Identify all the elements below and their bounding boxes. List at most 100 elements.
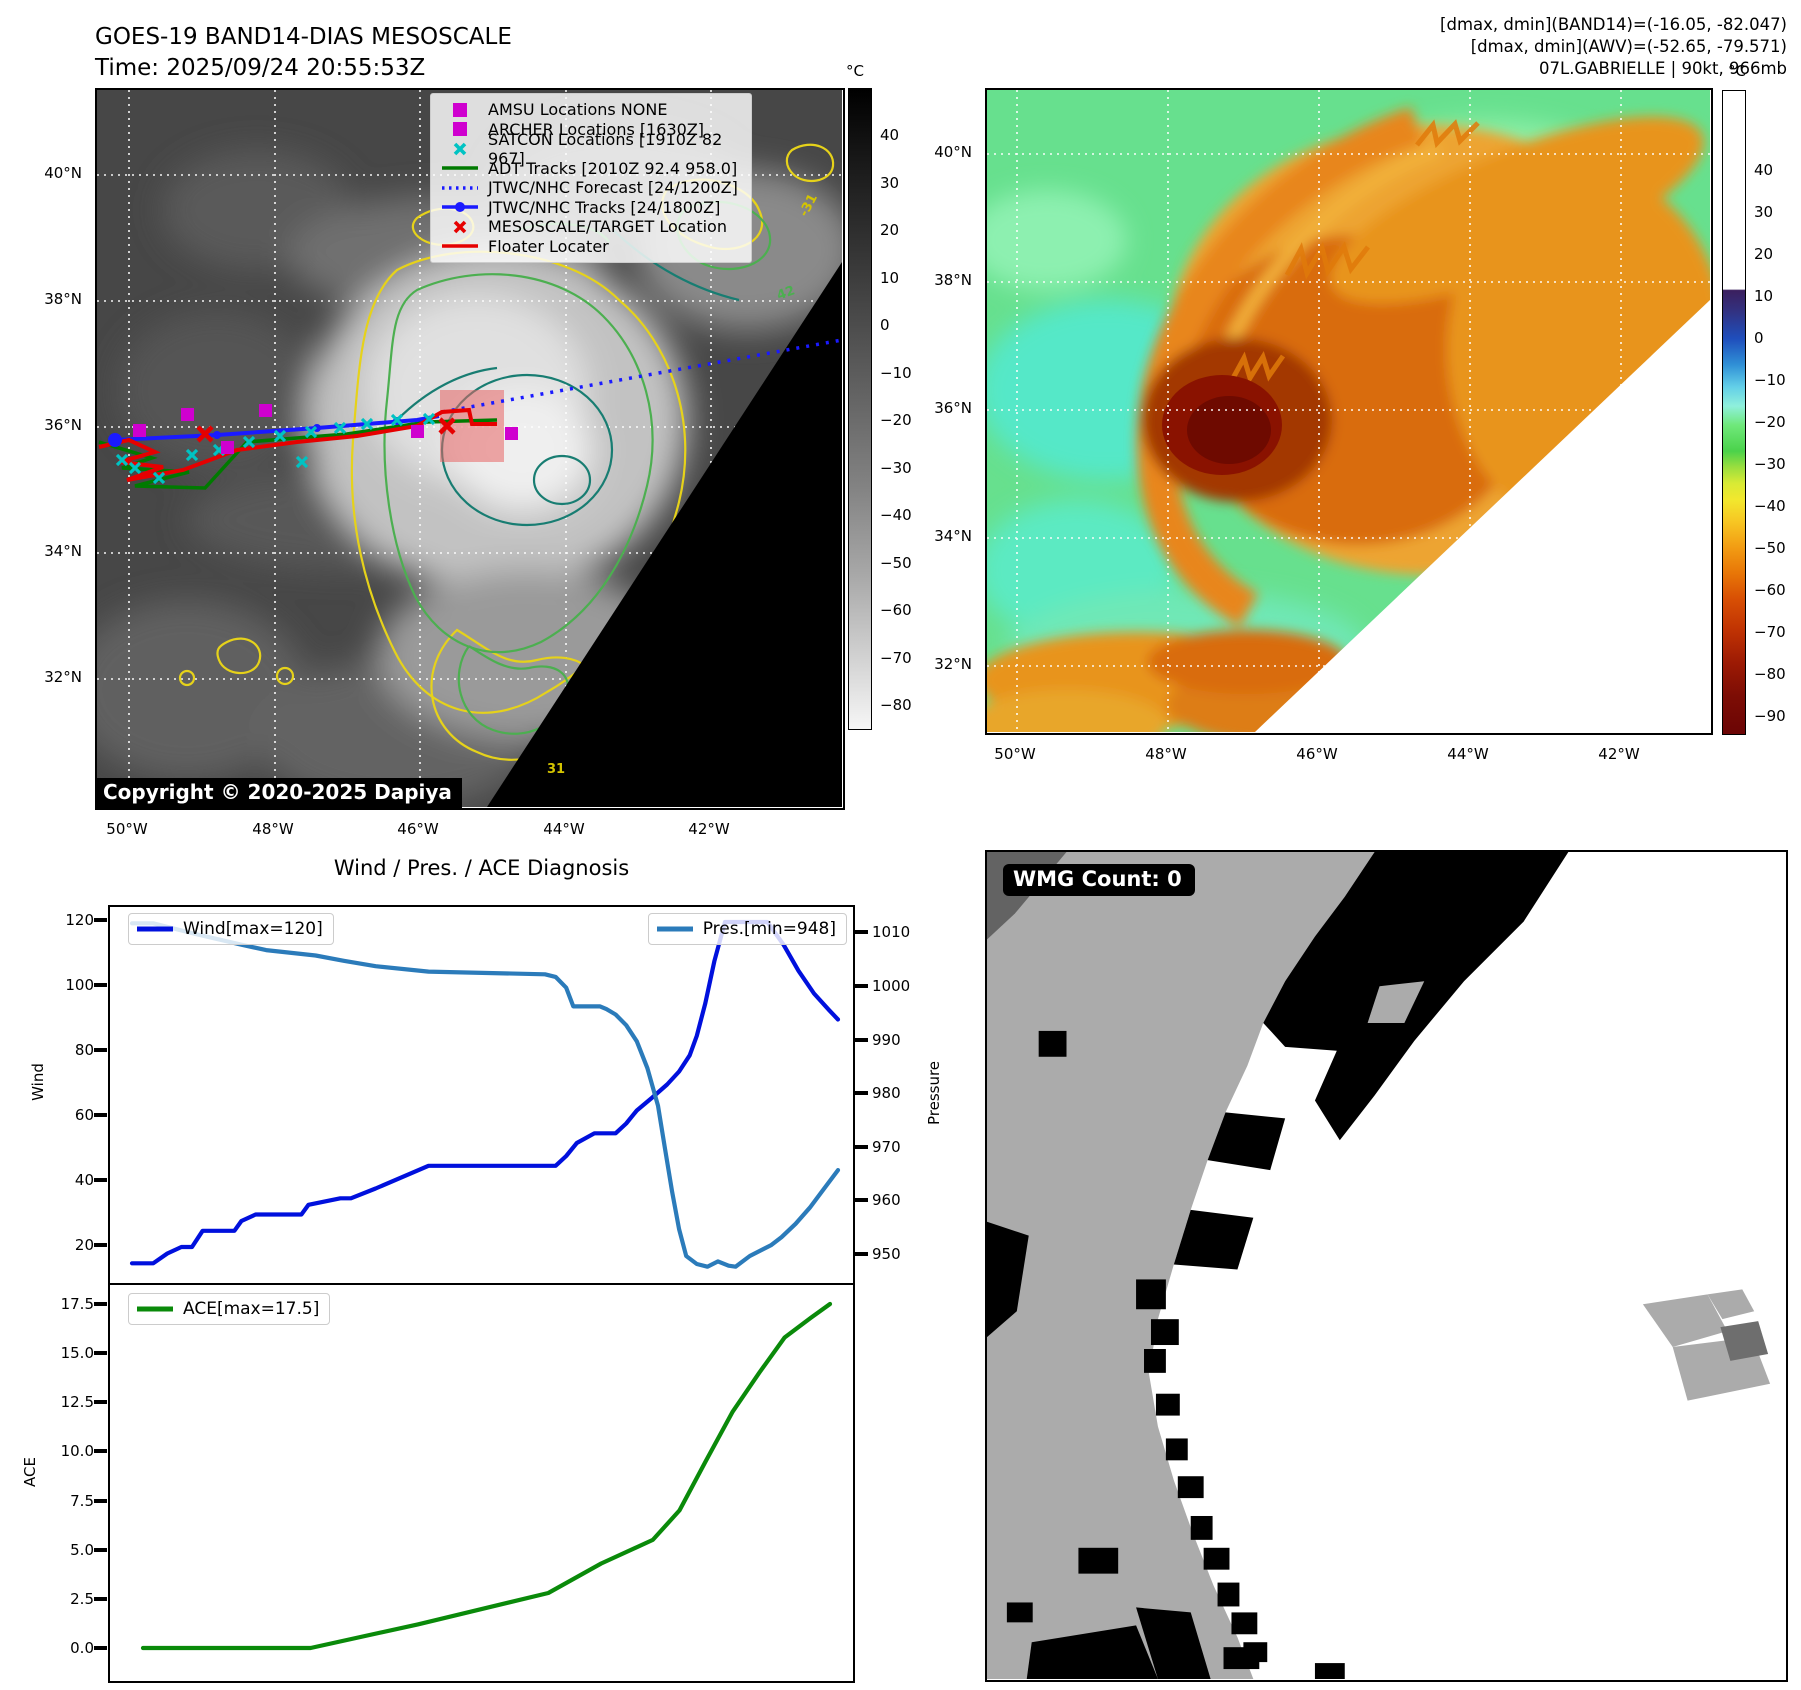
tick-mark	[94, 1499, 107, 1503]
tick-label: 990	[872, 1031, 901, 1049]
tick-mark	[94, 1548, 107, 1552]
legend-item: JTWC/NHC Forecast [24/1200Z]	[441, 178, 741, 198]
legend-item-label: ADT Tracks [2010Z 92.4 958.0]	[488, 158, 738, 178]
tick-label: 32°N	[934, 655, 972, 673]
legend-item-label: Floater Locater	[488, 236, 609, 256]
ace-legend: ACE[max=17.5]	[128, 1293, 331, 1325]
tick-label: 120	[65, 911, 94, 929]
tick-label: 48°W	[1145, 745, 1187, 763]
tick-label: 0	[880, 316, 890, 334]
tick-label: 46°W	[397, 820, 439, 838]
pressure-legend-label: Pres.[min=948]	[702, 919, 836, 939]
tick-label: 80	[74, 1041, 94, 1059]
legend-item-label: AMSU Locations NONE	[488, 100, 668, 120]
tick-label: 0	[1754, 329, 1764, 347]
tick-label: 40	[880, 126, 900, 144]
figure-title: GOES-19 BAND14-DIAS MESOSCALE Time: 2025…	[95, 22, 512, 84]
square-marker-icon	[441, 102, 479, 117]
tick-label: 30	[880, 174, 900, 192]
tick-label: −40	[1754, 497, 1786, 515]
tick-label: 10.0	[60, 1442, 94, 1460]
tick-label: −60	[1754, 581, 1786, 599]
line-marker-icon	[441, 163, 479, 173]
legend-item: AMSU Locations NONE	[441, 100, 741, 120]
chart-title: Wind / Pres. / ACE Diagnosis	[333, 856, 630, 880]
line-dot-marker-icon	[441, 201, 479, 213]
awv-satellite-panel	[985, 88, 1713, 735]
wmg-panel: WMG Count: 0	[985, 850, 1788, 1682]
tick-mark	[855, 1198, 868, 1202]
ace-line-swatch	[137, 1306, 173, 1312]
dmax-awv: [dmax, dmin](AWV)=(-52.65, -79.571)	[1470, 37, 1787, 56]
tick-label: 36°N	[934, 399, 972, 417]
tick-mark	[855, 1091, 868, 1095]
dotted-marker-icon	[441, 183, 479, 193]
tick-mark	[94, 983, 107, 987]
pressure-line-swatch	[656, 926, 693, 932]
target-markers	[196, 417, 456, 443]
tick-mark	[94, 1178, 107, 1182]
tick-label: 0.0	[70, 1639, 94, 1657]
tick-label: 32°N	[44, 668, 82, 686]
legend-item: ADT Tracks [2010Z 92.4 958.0]	[441, 159, 741, 179]
tick-label: 44°W	[1447, 745, 1489, 763]
tick-label: −70	[1754, 623, 1786, 641]
tick-label: 12.5	[60, 1393, 94, 1411]
tick-label: 970	[872, 1138, 901, 1156]
tick-label: 36°N	[44, 416, 82, 434]
awv-colorbar-unit: °C	[1728, 62, 1746, 80]
tick-mark	[94, 1449, 107, 1453]
band14-map-legend: AMSU Locations NONE ARCHER Locations [163…	[430, 93, 752, 263]
tick-mark	[94, 1048, 107, 1052]
legend-item: JTWC/NHC Tracks [24/1800Z]	[441, 198, 741, 218]
tick-label: 100	[65, 976, 94, 994]
tick-label: 40	[1754, 161, 1774, 179]
awv-no-data-region	[1255, 300, 1710, 732]
tick-label: −40	[880, 506, 912, 524]
legend-item: SATCON Locations [1910Z 82 967]	[441, 130, 741, 168]
tick-label: −10	[1754, 371, 1786, 389]
band14-satellite-panel: -31 42 31 AMSU Locations NONE ARCHER Loca…	[95, 88, 845, 810]
tick-label: 20	[1754, 245, 1774, 263]
tick-label: 960	[872, 1191, 901, 1209]
tick-mark	[94, 1302, 107, 1306]
tick-mark	[94, 1646, 107, 1650]
legend-item-label: ARCHER Locations [1630Z]	[488, 119, 705, 139]
tick-label: −60	[880, 601, 912, 619]
ace-axis-label: ACE	[21, 1457, 39, 1487]
contour-label: 31	[547, 762, 566, 777]
tick-label: 42°W	[1598, 745, 1640, 763]
tick-label: 10	[1754, 287, 1774, 305]
wmg-count-badge: WMG Count: 0	[1003, 864, 1195, 896]
wind-pressure-chart: Wind[max=120] Pres.[min=948]	[108, 905, 855, 1285]
tick-label: 5.0	[70, 1541, 94, 1559]
tick-label: −30	[1754, 455, 1786, 473]
awv-satellite-image	[987, 90, 1710, 732]
tick-label: −50	[1754, 539, 1786, 557]
tick-label: 34°N	[934, 527, 972, 545]
awv-colorbar	[1722, 90, 1746, 735]
tick-label: 7.5	[70, 1492, 94, 1510]
tick-label: 44°W	[543, 820, 585, 838]
wmg-mask-image	[987, 852, 1785, 1679]
ACE[max=17.5]-series-line	[140, 1301, 833, 1651]
line-marker-icon	[441, 241, 479, 251]
band14-colorbar-unit: °C	[846, 62, 864, 80]
tick-label: 40°N	[934, 143, 972, 161]
legend-item-label: JTWC/NHC Tracks [24/1800Z]	[488, 197, 721, 217]
tick-label: 20	[880, 221, 900, 239]
tick-label: −70	[880, 649, 912, 667]
tick-mark	[94, 1113, 107, 1117]
tick-mark	[94, 1400, 107, 1404]
tick-label: −80	[880, 696, 912, 714]
Pres.[min=948]-series-line	[129, 921, 841, 1269]
tick-label: −20	[1754, 413, 1786, 431]
copyright-watermark: Copyright © 2020-2025 Dapiya	[97, 778, 462, 808]
title-line-2: Time: 2025/09/24 20:55:53Z	[95, 55, 426, 81]
tick-label: 48°W	[252, 820, 294, 838]
tick-mark	[855, 930, 868, 934]
tick-label: 34°N	[44, 542, 82, 560]
tick-label: 20	[74, 1236, 94, 1254]
tick-mark	[94, 1351, 107, 1355]
